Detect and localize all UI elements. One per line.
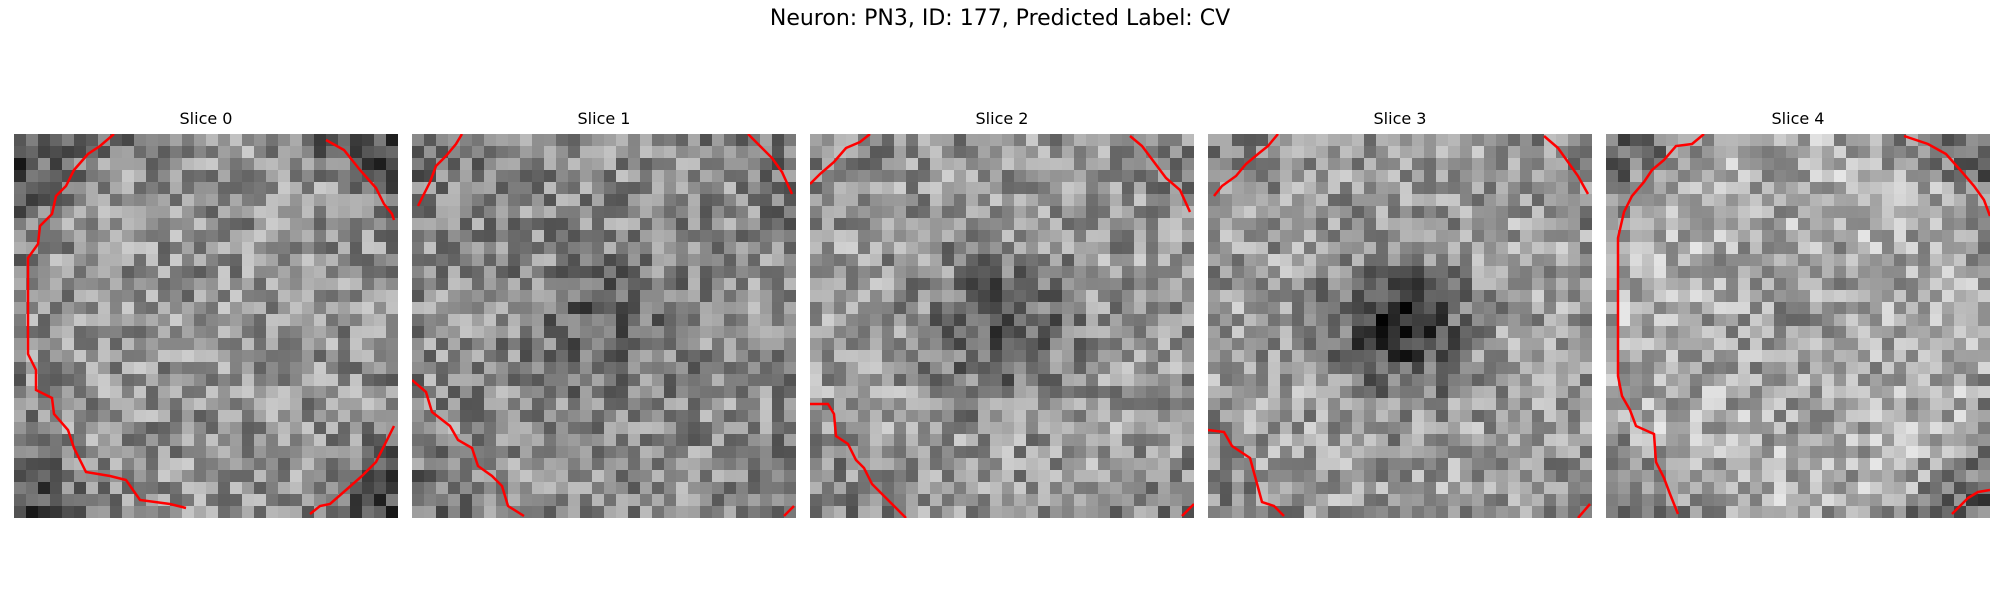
slice-image — [14, 134, 398, 518]
slice-title: Slice 1 — [577, 109, 631, 128]
contour-line — [1903, 134, 1990, 217]
contour-line — [309, 425, 396, 515]
contour-line — [1213, 134, 1279, 197]
figure-title: Neuron: PN3, ID: 177, Predicted Label: C… — [769, 6, 1231, 31]
slice-panel-3: Slice 3 — [1208, 108, 1592, 518]
contour-line — [783, 505, 795, 517]
slice-image — [1208, 134, 1592, 518]
contour-line — [1577, 503, 1591, 518]
contour-line — [1543, 135, 1590, 195]
contour-line — [810, 402, 907, 518]
slice-image — [412, 134, 796, 518]
slice-title: Slice 2 — [975, 109, 1029, 128]
contour-line — [1616, 134, 1705, 515]
slice-title: Slice 3 — [1373, 109, 1427, 128]
contour-line — [747, 134, 794, 195]
contour-line — [1951, 488, 1990, 515]
contour-line — [1129, 135, 1192, 213]
slice-image — [1606, 134, 1990, 518]
contour-line — [26, 134, 187, 510]
contour-line — [412, 379, 525, 518]
contour-line — [810, 134, 871, 185]
slice-panel-4: Slice 4 — [1606, 108, 1990, 518]
slice-panel-0: Slice 0 — [14, 108, 398, 518]
contour-line — [1208, 428, 1285, 517]
slice-panel-2: Slice 2 — [810, 108, 1194, 518]
contour-line — [416, 134, 464, 207]
slice-title: Slice 0 — [179, 109, 233, 128]
contour-line — [325, 138, 396, 221]
slice-image — [810, 134, 1194, 518]
slice-panel-1: Slice 1 — [412, 108, 796, 518]
contour-line — [1181, 503, 1194, 517]
slice-title: Slice 4 — [1771, 109, 1825, 128]
